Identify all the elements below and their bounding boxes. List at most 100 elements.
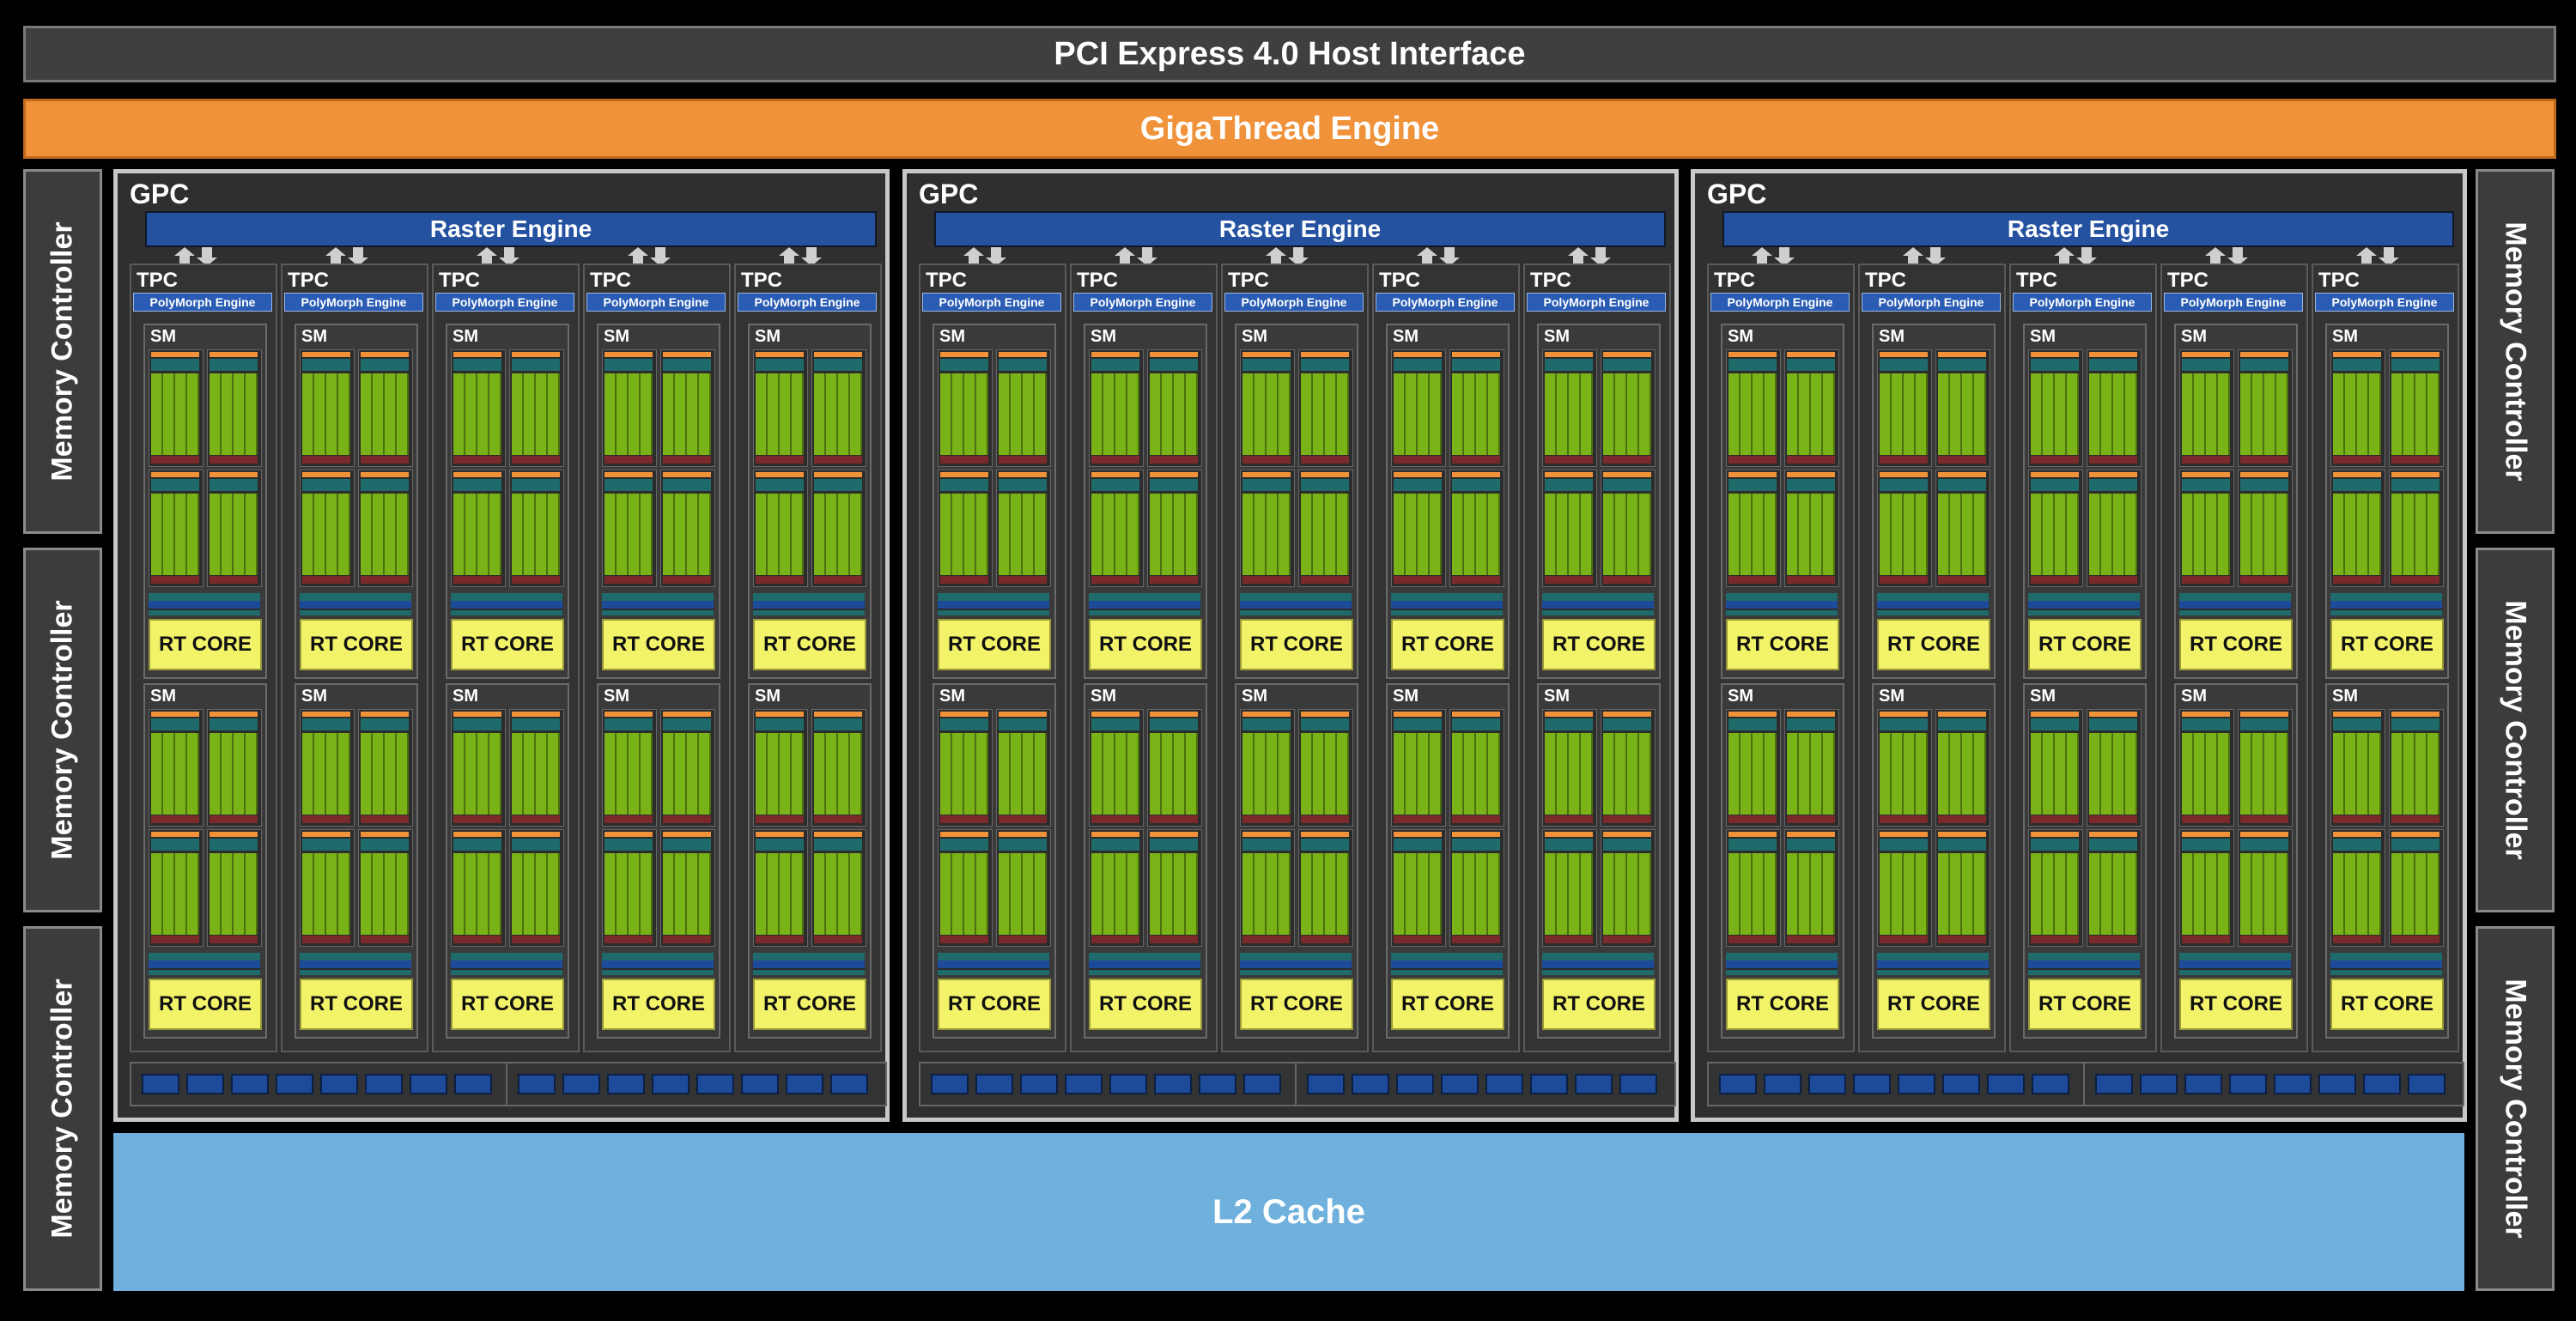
dispatch-unit: [453, 712, 501, 717]
sm-1: SM RT CORE: [933, 324, 1056, 679]
register-file: [1150, 479, 1198, 491]
rt-core: RT CORE: [1240, 979, 1353, 1030]
sm-processing-block: [149, 829, 204, 947]
block-unit: [1575, 1074, 1613, 1094]
sm-processing-block: [1726, 470, 1781, 587]
sm-1: SM RT CORE: [143, 324, 267, 679]
register-file: [2391, 479, 2439, 491]
load-store-unit: [1301, 576, 1349, 584]
load-store-unit: [2240, 456, 2288, 464]
cuda-cores: [2333, 853, 2381, 935]
rt-core: RT CORE: [1726, 979, 1839, 1030]
sm-label: SM: [1544, 327, 1570, 346]
cuda-cores: [1242, 373, 1291, 455]
register-file: [2333, 718, 2381, 730]
sm-1: SM RT CORE: [1235, 324, 1358, 679]
register-file: [1301, 839, 1349, 851]
sm-label: SM: [1242, 687, 1267, 706]
sm-processing-block: [358, 349, 413, 467]
block-unit: [607, 1074, 645, 1094]
texture-units: [451, 593, 562, 615]
sm-processing-block: [1601, 470, 1656, 587]
sm-label: SM: [150, 327, 176, 346]
dispatch-unit: [2182, 352, 2230, 357]
cuda-cores: [605, 733, 653, 815]
register-file: [1728, 479, 1777, 491]
register-file: [999, 479, 1047, 491]
sm-2: SM RT CORE: [2023, 683, 2147, 1039]
cuda-cores: [999, 733, 1047, 815]
cuda-cores: [2089, 733, 2137, 815]
register-file: [1603, 839, 1651, 851]
polymorph-engine: PolyMorph Engine: [738, 293, 877, 312]
sm-label: SM: [755, 687, 781, 706]
register-file: [1452, 718, 1500, 730]
block-unit: [2140, 1074, 2178, 1094]
texture-units: [1391, 953, 1503, 975]
register-file: [1880, 359, 1928, 371]
texture-units: [300, 953, 411, 975]
sm-label: SM: [939, 327, 965, 346]
dispatch-unit: [361, 352, 409, 357]
register-file: [210, 359, 258, 371]
sm-processing-block: [660, 709, 715, 827]
cuda-cores: [2089, 853, 2137, 935]
polymorph-engine: PolyMorph Engine: [2013, 293, 2152, 312]
sm-label: SM: [1242, 327, 1267, 346]
tpc-label: TPC: [1077, 269, 1118, 292]
sm-label: SM: [2030, 327, 2056, 346]
load-store-unit: [1150, 576, 1198, 584]
dispatch-unit: [814, 712, 862, 717]
block-unit: [741, 1074, 779, 1094]
cuda-cores: [302, 853, 350, 935]
cuda-cores: [1880, 373, 1928, 455]
block-unit: [518, 1074, 556, 1094]
texture-units: [753, 593, 865, 615]
dispatch-unit: [605, 712, 653, 717]
load-store-unit: [1603, 576, 1651, 584]
load-store-unit: [2031, 576, 2079, 584]
register-file: [999, 839, 1047, 851]
tpc-5: TPC PolyMorph Engine SM RT CORE SM RT CORE: [1523, 264, 1671, 1052]
cuda-cores: [1787, 733, 1835, 815]
load-store-unit: [605, 936, 653, 943]
tpc-2: TPC PolyMorph Engine SM RT CORE SM RT CORE: [1070, 264, 1218, 1052]
sm-processing-block: [1391, 349, 1446, 467]
dispatch-unit: [302, 832, 350, 837]
sm-processing-block: [938, 470, 993, 587]
sm-processing-block: [2389, 349, 2444, 467]
dispatch-unit: [151, 472, 199, 477]
load-store-unit: [1938, 576, 1986, 584]
sm-processing-block: [938, 349, 993, 467]
cuda-cores: [756, 853, 804, 935]
load-store-unit: [361, 456, 409, 464]
cuda-cores: [1150, 733, 1198, 815]
sm-label: SM: [604, 687, 629, 706]
sm-processing-block: [207, 709, 262, 827]
cuda-cores: [1242, 853, 1291, 935]
register-file: [999, 359, 1047, 371]
dispatch-unit: [302, 712, 350, 717]
register-file: [663, 839, 711, 851]
load-store-unit: [814, 456, 862, 464]
register-file: [2240, 359, 2288, 371]
sm-processing-block: [2238, 349, 2293, 467]
register-file: [940, 359, 988, 371]
register-file: [1603, 718, 1651, 730]
dispatch-unit: [2391, 712, 2439, 717]
sm-processing-block: [509, 349, 564, 467]
load-store-unit: [1938, 815, 1986, 823]
load-store-unit: [2182, 815, 2230, 823]
load-store-unit: [1242, 456, 1291, 464]
dispatch-unit: [1394, 712, 1442, 717]
polymorph-engine: PolyMorph Engine: [1862, 293, 2001, 312]
load-store-unit: [756, 936, 804, 943]
load-store-unit: [756, 815, 804, 823]
rt-core: RT CORE: [1877, 619, 1990, 670]
dispatch-unit: [2182, 712, 2230, 717]
block-unit: [1719, 1074, 1757, 1094]
dispatch-unit: [1301, 472, 1349, 477]
load-store-unit: [1301, 815, 1349, 823]
load-store-unit: [210, 815, 258, 823]
rt-core: RT CORE: [149, 979, 262, 1030]
